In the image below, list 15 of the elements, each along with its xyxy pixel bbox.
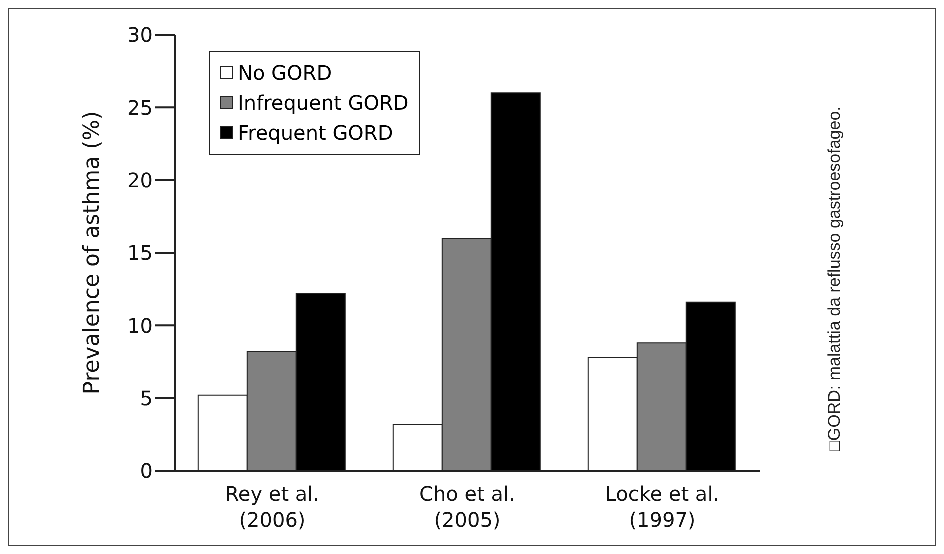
x-tick-label: Cho et al. (2005) <box>420 482 516 532</box>
x-tick-label: Rey et al. (2006) <box>225 482 320 532</box>
y-axis-title: Prevalence of asthma (%) <box>80 111 105 395</box>
y-tick-label: 30 <box>128 23 153 48</box>
x-tick-label: Locke et al. (1997) <box>605 482 720 532</box>
y-tick-label: 15 <box>128 241 153 266</box>
y-tick-label: 20 <box>128 168 153 192</box>
legend-label: Frequent GORD <box>238 120 394 147</box>
legend-label: Infrequent GORD <box>238 90 409 117</box>
y-tick-label: 25 <box>128 96 153 120</box>
y-tick-label: 5 <box>140 386 153 410</box>
y-tick-label: 0 <box>140 459 153 484</box>
y-tick-label: 10 <box>128 314 153 338</box>
legend-label: No GORD <box>238 60 332 87</box>
text: □GORD: malattia da reflusso gastroesofageo. <box>825 106 845 452</box>
